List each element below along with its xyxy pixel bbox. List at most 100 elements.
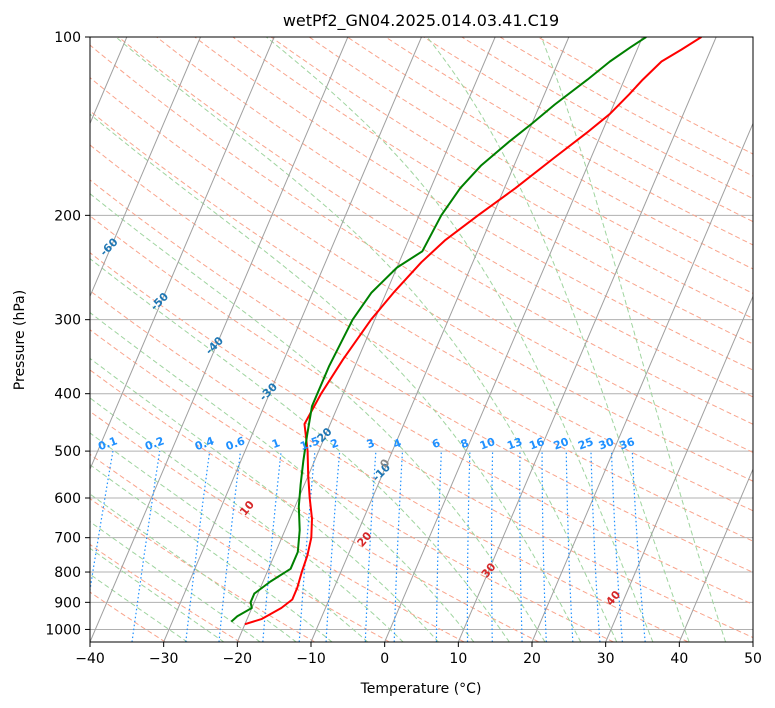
- y-tick-label: 100: [54, 30, 81, 46]
- x-tick-label: 20: [523, 651, 541, 667]
- isotherm-line: [605, 295, 753, 642]
- y-axis-label: Pressure (hPa): [12, 290, 28, 390]
- mixing-ratio-label: 36: [618, 435, 637, 453]
- mixing-ratio-line: [519, 451, 523, 642]
- dry-adiabat-line: [90, 410, 465, 642]
- mixing-ratio-line: [218, 451, 242, 642]
- dry-adiabat-line: [90, 543, 241, 642]
- y-tick-label: 800: [54, 565, 81, 581]
- moist-adiabat-line: [90, 258, 510, 642]
- y-tick-label: 500: [54, 444, 81, 460]
- moist-adiabat-line: [90, 432, 369, 642]
- y-tick-label: 700: [54, 531, 81, 547]
- x-tick-label: 10: [449, 651, 467, 667]
- dry-adiabat-line: [90, 329, 614, 642]
- dry-adiabat-line: [90, 215, 753, 606]
- isotherm-line: [531, 122, 753, 642]
- moist-adiabat-line: [90, 193, 546, 642]
- mixing-ratio-label: 8: [459, 436, 471, 451]
- moist-adiabat-line: [90, 573, 188, 642]
- y-tick-label: 900: [54, 595, 81, 611]
- mixing-ratio-label: 0.2: [143, 434, 166, 453]
- plot-frame: [89, 36, 754, 643]
- isotherm-label: -50: [148, 290, 171, 313]
- chart-title: wetPf2_GN04.2025.014.03.41.C19: [283, 11, 559, 31]
- mixing-ratio-label: 0.6: [224, 434, 247, 453]
- dry-adiabat-line: [194, 37, 753, 371]
- mixing-ratio-label: 30: [597, 435, 616, 453]
- dry-adiabat-line: [90, 179, 753, 573]
- series-layer: [230, 37, 702, 626]
- mixing-ratio-label: 25: [576, 435, 595, 452]
- moist-adiabat-line: [90, 547, 225, 642]
- dry-adiabat-label: 40: [603, 588, 623, 608]
- mixing-ratio-label: 13: [505, 435, 524, 452]
- dry-adiabat-line: [156, 37, 753, 398]
- mixing-ratio-line: [490, 451, 494, 642]
- mixing-ratio-label: 0.4: [193, 434, 216, 453]
- dry-adiabat-line: [423, 37, 753, 223]
- mixing-ratio-label: 6: [430, 436, 442, 451]
- isotherm-line: [457, 37, 717, 642]
- moist-adiabat-line: [90, 357, 440, 642]
- isotherm-line: [752, 640, 753, 642]
- mixing-ratio-line: [90, 451, 114, 594]
- dry-adiabat-line: [461, 37, 753, 200]
- isotherm-label: -70: [48, 178, 71, 201]
- isotherm-line: [236, 37, 496, 642]
- moist-adiabat-line: [426, 37, 690, 642]
- mixing-ratio-label: 0.1: [96, 434, 119, 453]
- dry-adiabat-line: [232, 37, 753, 345]
- y-tick-label: 300: [54, 313, 81, 329]
- dry-adiabat-line: [90, 77, 753, 482]
- mixing-ratio-label: 3: [365, 436, 377, 451]
- isotherm-line: [90, 37, 201, 298]
- isotherm-line: [163, 37, 422, 642]
- dry-adiabat-line: [90, 252, 753, 639]
- dry-adiabat-line: [90, 369, 540, 642]
- x-tick-label: 0: [380, 651, 389, 667]
- mixing-ratio-line: [185, 451, 211, 642]
- dry-adiabat-line: [308, 37, 753, 294]
- mixing-ratio-line: [590, 451, 601, 642]
- mixing-ratio-line: [393, 451, 404, 642]
- mixing-ratio-label: 1: [270, 436, 282, 451]
- y-tick-label: 1000: [45, 622, 81, 638]
- dry-adiabat-line: [385, 37, 753, 246]
- dry-adiabat-line: [90, 110, 753, 512]
- isotherm-label: -80: [0, 128, 20, 151]
- mixing-ratio-label: 16: [527, 435, 546, 453]
- moist-adiabat-line: [115, 37, 618, 642]
- moist-adiabat-line: [90, 521, 261, 642]
- mixing-ratio-line: [131, 451, 161, 642]
- y-tick-label: 400: [54, 387, 81, 403]
- dry-adiabat-label: 30: [479, 560, 499, 580]
- mixing-ratio-label: 10: [478, 435, 497, 453]
- dry-adiabat-line: [347, 37, 753, 270]
- x-tick-label: 30: [597, 651, 615, 667]
- x-tick-label: −30: [149, 651, 179, 667]
- mixing-ratio-line: [631, 451, 646, 642]
- x-axis-ticks: −40 −30 −20 −10 0 10 20 30 40 50: [75, 642, 762, 667]
- x-tick-label: −20: [223, 651, 253, 667]
- mixing-ratio-label: 2: [329, 436, 341, 451]
- background-lines: [90, 37, 753, 642]
- y-axis-ticks: 1000 900 800 700 600 500 400 300 200 100: [45, 30, 90, 638]
- x-tick-label: 50: [744, 651, 762, 667]
- isotherm-line: [90, 37, 349, 642]
- temperature-profile-line: [244, 37, 702, 626]
- y-tick-label: 200: [54, 208, 81, 224]
- x-tick-label: −40: [75, 651, 105, 667]
- x-tick-label: −10: [296, 651, 326, 667]
- mixing-ratio-line: [610, 451, 623, 642]
- dry-adiabat-line: [90, 290, 689, 642]
- dry-adiabat-line: [90, 453, 390, 642]
- moist-adiabat-line: [90, 493, 297, 642]
- mixing-ratio-label: 1.5: [298, 434, 321, 453]
- dry-adiabat-line: [118, 37, 753, 425]
- moist-adiabat-line: [265, 37, 654, 642]
- isotherm-line: [384, 37, 643, 642]
- mixing-ratio-label: 20: [552, 435, 571, 453]
- moist-adiabat-line: [90, 113, 582, 642]
